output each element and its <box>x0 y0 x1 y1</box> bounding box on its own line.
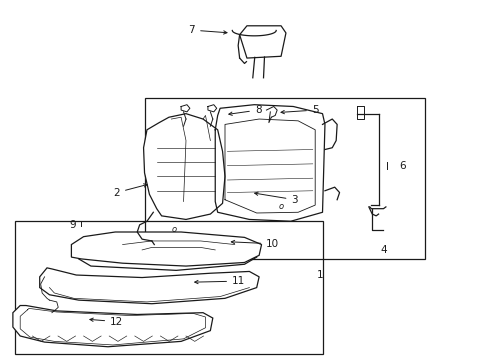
Text: 3: 3 <box>254 192 297 205</box>
Text: 7: 7 <box>188 25 226 35</box>
Polygon shape <box>40 268 259 304</box>
Polygon shape <box>143 114 224 220</box>
Text: 10: 10 <box>231 239 279 249</box>
Polygon shape <box>13 306 212 347</box>
Text: 2: 2 <box>113 184 147 198</box>
Text: 1: 1 <box>316 270 323 280</box>
Text: 9: 9 <box>69 220 76 230</box>
Polygon shape <box>71 232 261 266</box>
Text: o: o <box>278 202 283 211</box>
Text: 4: 4 <box>379 245 386 255</box>
Bar <box>144 98 424 259</box>
Text: 5: 5 <box>281 105 318 115</box>
Text: 8: 8 <box>228 105 261 116</box>
Text: 12: 12 <box>90 317 123 327</box>
Text: o: o <box>171 225 176 234</box>
Bar <box>15 221 322 354</box>
Text: 11: 11 <box>194 276 245 286</box>
Text: 6: 6 <box>399 161 406 171</box>
